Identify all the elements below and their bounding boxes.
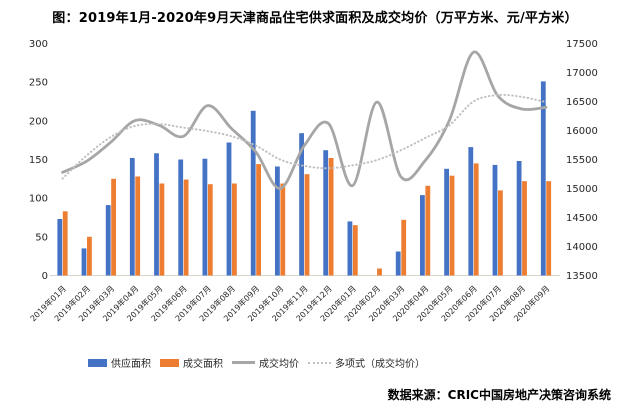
bar-supply bbox=[420, 195, 425, 276]
bar-transaction bbox=[473, 163, 479, 276]
bar-transaction bbox=[377, 268, 382, 276]
bar-transaction bbox=[546, 181, 552, 276]
bar-transaction bbox=[256, 164, 261, 276]
bar-transaction bbox=[522, 181, 527, 276]
bar-transaction bbox=[159, 183, 165, 276]
legend-label-poly: 多项式（成交均价） bbox=[335, 359, 425, 370]
right-axis-label: 14500 bbox=[566, 213, 598, 224]
right-axis-label: 14000 bbox=[566, 242, 598, 253]
bar-supply bbox=[540, 81, 546, 276]
bar-supply bbox=[299, 133, 304, 276]
data-source-note: 数据来源：CRIC中国房地产决策咨询系统 bbox=[387, 388, 611, 402]
legend-item-poly: 多项式（成交均价） bbox=[308, 355, 425, 370]
bar-transaction bbox=[304, 174, 310, 276]
bar-supply bbox=[395, 251, 401, 276]
legend-label-price: 成交均价 bbox=[259, 359, 299, 370]
bar-supply bbox=[154, 153, 159, 276]
left-axis-label: 200 bbox=[29, 116, 48, 127]
bar-transaction bbox=[401, 219, 407, 276]
bar-supply bbox=[444, 168, 449, 276]
bar-supply bbox=[178, 159, 184, 276]
poly-fit-line bbox=[61, 93, 547, 180]
right-axis-label: 16500 bbox=[566, 97, 598, 108]
price-line-swatch-icon bbox=[232, 361, 255, 364]
left-axis-label: 150 bbox=[29, 155, 48, 166]
bar-transaction bbox=[232, 183, 237, 276]
legend-item-price: 成交均价 bbox=[232, 355, 299, 370]
bar-transaction bbox=[280, 183, 286, 276]
left-axis-label: 50 bbox=[35, 232, 48, 243]
bar-supply bbox=[226, 142, 232, 276]
left-axis-label: 300 bbox=[29, 39, 48, 50]
right-axis-label: 16000 bbox=[566, 126, 598, 137]
bar-supply bbox=[516, 161, 522, 276]
bar-supply bbox=[202, 158, 208, 276]
bar-supply bbox=[347, 221, 353, 276]
left-axis-label: 100 bbox=[29, 194, 48, 205]
bar-transaction bbox=[111, 178, 116, 276]
right-axis-label: 17500 bbox=[566, 39, 598, 50]
bar-transaction bbox=[62, 211, 68, 276]
price-trend-line bbox=[61, 50, 548, 190]
right-axis-label: 15500 bbox=[566, 155, 598, 166]
bar-transaction bbox=[87, 236, 92, 276]
bar-supply bbox=[105, 205, 111, 276]
bar-transaction bbox=[135, 176, 141, 276]
bar-supply bbox=[323, 150, 329, 276]
supply-swatch-icon bbox=[88, 358, 107, 367]
bar-transaction bbox=[449, 175, 455, 276]
legend-item-supply: 供应面积 bbox=[88, 355, 151, 370]
left-axis-label: 0 bbox=[42, 271, 48, 282]
poly-line-swatch-icon bbox=[308, 361, 331, 364]
bar-transaction bbox=[425, 185, 431, 276]
legend-item-transaction: 成交面积 bbox=[160, 355, 223, 370]
bar-transaction bbox=[207, 184, 213, 276]
bar-transaction bbox=[352, 225, 358, 276]
bar-supply bbox=[57, 219, 63, 276]
right-axis-label: 15000 bbox=[566, 184, 598, 195]
bar-supply bbox=[81, 248, 87, 276]
transaction-swatch-icon bbox=[160, 358, 179, 367]
right-axis-label: 13500 bbox=[566, 271, 598, 282]
bar-transaction bbox=[328, 158, 334, 276]
bar-supply bbox=[492, 164, 498, 276]
chart-title: 图：2019年1月-2020年9月天津商品住宅供求面积及成交均价（万平方米、元/… bbox=[52, 11, 578, 26]
chart-legend: 供应面积 成交面积 成交均价 多项式（成交均价） bbox=[88, 355, 434, 370]
legend-label-transaction: 成交面积 bbox=[183, 359, 223, 370]
bar-supply bbox=[468, 147, 474, 276]
legend-label-supply: 供应面积 bbox=[111, 359, 151, 370]
bar-supply bbox=[129, 158, 135, 276]
bar-transaction bbox=[498, 190, 503, 276]
bar-supply bbox=[275, 166, 280, 276]
bar-transaction bbox=[183, 179, 189, 276]
right-axis-label: 17000 bbox=[566, 68, 598, 79]
bar-supply bbox=[250, 110, 256, 276]
left-axis-label: 250 bbox=[29, 78, 48, 89]
